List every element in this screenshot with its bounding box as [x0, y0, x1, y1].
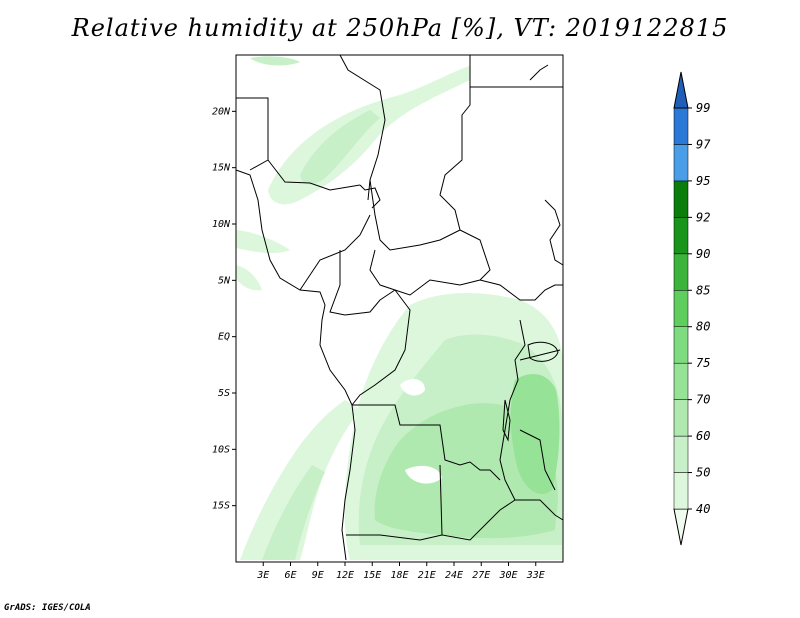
- lon-tick-label: 33E: [526, 570, 545, 581]
- lon-tick-label: 15E: [363, 570, 381, 581]
- colorbar-swatch: [673, 399, 689, 437]
- dry-spot: [400, 378, 425, 396]
- latitude-axis: 20N 15N 10N 5N EQ 5S 10S 15S: [212, 106, 236, 512]
- lat-tick-label: 15N: [212, 163, 231, 174]
- humidity-band-sw-core: [262, 465, 325, 560]
- colorbar-swatch: [673, 180, 689, 218]
- border-line: [439, 464, 516, 541]
- lake-outline: [527, 341, 559, 362]
- border-line: [352, 404, 501, 481]
- colorbar-swatch: [673, 435, 689, 473]
- coastline-west: [235, 169, 356, 561]
- border-line: [519, 429, 556, 491]
- border-line: [346, 534, 443, 541]
- lon-tick-label: 21E: [418, 570, 436, 581]
- colorbar-swatch: [673, 107, 689, 145]
- border-line: [329, 250, 396, 316]
- border-line: [236, 97, 269, 171]
- border-line: [369, 229, 491, 296]
- lat-tick-label: 20N: [212, 106, 231, 117]
- border-line: [267, 159, 361, 191]
- country-borders: [235, 54, 564, 561]
- colorbar-label: 95: [696, 174, 710, 188]
- lat-tick-label: 10N: [212, 219, 231, 230]
- border-line: [351, 289, 411, 406]
- colorbar-swatch: [673, 144, 689, 182]
- lake-outline: [502, 399, 511, 442]
- border-line: [515, 499, 564, 521]
- humidity-shading: [236, 56, 563, 560]
- border-line: [299, 214, 371, 291]
- humidity-band-north-core: [300, 110, 380, 185]
- lat-tick-label: 5N: [218, 275, 231, 286]
- lat-tick-label: EQ: [218, 332, 230, 343]
- lon-tick-label: 24E: [445, 570, 463, 581]
- colorbar-swatch: [673, 217, 689, 255]
- lat-tick-label: 5S: [218, 388, 230, 399]
- border-line: [359, 184, 381, 209]
- longitude-axis: 3E 6E 9E 12E 15E 18E 21E 24E 27E 30E 33E: [256, 562, 545, 581]
- colorbar-label: 75: [696, 356, 710, 370]
- border-line: [529, 64, 549, 81]
- colorbar-over-triangle: [673, 71, 689, 109]
- colorbar-swatch: [673, 253, 689, 291]
- border-line: [544, 199, 564, 266]
- colorbar-swatch: [673, 472, 689, 510]
- colorbar-label: 60: [696, 429, 710, 443]
- map-title: Relative humidity at 250hPa [%], VT: 201…: [71, 14, 729, 42]
- lon-tick-label: 27E: [472, 570, 490, 581]
- lat-tick-label: 10S: [212, 444, 230, 455]
- humidity-east-core: [510, 374, 560, 494]
- lon-tick-label: 30E: [498, 570, 517, 581]
- lon-tick-label: 3E: [256, 570, 269, 581]
- lat-tick-label: 15S: [212, 501, 230, 512]
- colorbar-label: 70: [696, 393, 710, 407]
- lon-tick-label: 6E: [284, 570, 296, 581]
- humidity-patch-west: [236, 230, 290, 254]
- border-line: [479, 279, 563, 301]
- colorbar-label: 80: [696, 320, 710, 334]
- humidity-patch-top: [250, 56, 300, 66]
- colorbar-label: 50: [696, 466, 710, 480]
- dry-spot: [405, 465, 442, 484]
- colorbar-label: 85: [696, 283, 710, 297]
- colorbar-swatch: [673, 362, 689, 400]
- colorbar-label: 99: [696, 101, 710, 115]
- humidity-patch-gulf: [236, 265, 262, 291]
- colorbar-label: 92: [696, 210, 710, 224]
- colorbar-label: 97: [696, 137, 711, 151]
- colorbar-label: 40: [696, 502, 710, 516]
- border-line: [519, 349, 561, 361]
- humidity-band-north: [268, 66, 470, 205]
- border-line: [439, 55, 471, 231]
- lon-tick-label: 18E: [390, 570, 408, 581]
- border-line: [499, 319, 526, 501]
- lon-tick-label: 12E: [336, 570, 354, 581]
- colorbar-under-triangle: [673, 508, 689, 546]
- grads-credit: GrADS: IGES/COLA: [4, 603, 91, 613]
- lon-tick-label: 9E: [312, 570, 324, 581]
- border-line: [369, 179, 461, 251]
- colorbar-label: 90: [696, 247, 710, 261]
- colorbar-swatch: [673, 290, 689, 327]
- colorbar-swatch: [673, 326, 689, 364]
- humidity-band-sw: [240, 400, 360, 560]
- colorbar: 40 50 60 70 75 80 85 90 92 95 97 99: [673, 71, 711, 546]
